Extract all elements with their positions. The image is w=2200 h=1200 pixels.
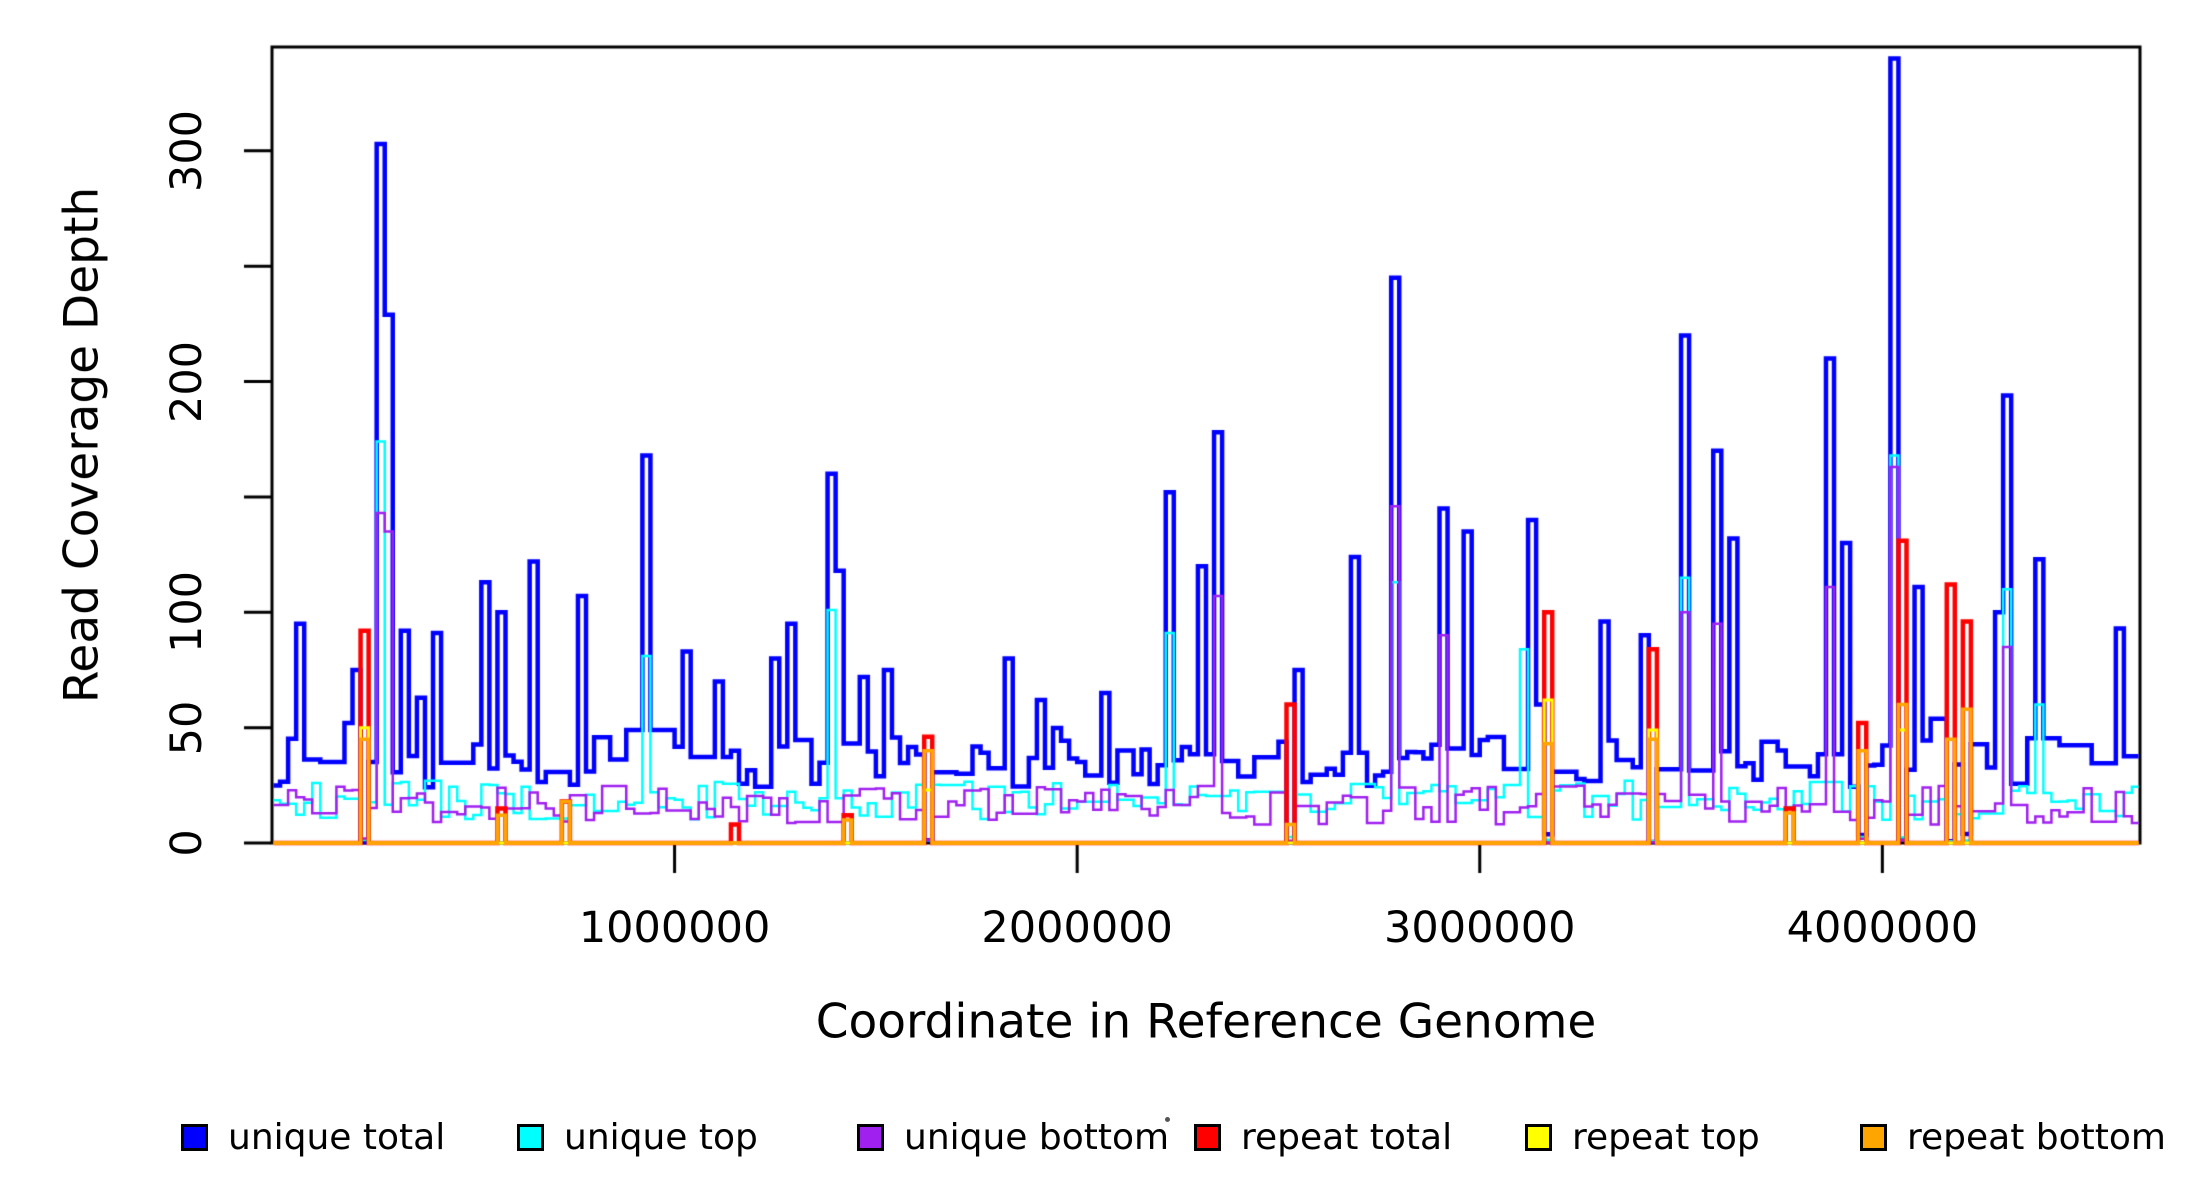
y-tick-label-0: 0 xyxy=(162,829,212,857)
legend-swatch-repeat-total xyxy=(1194,1123,1221,1151)
legend-swatch-repeat-bottom xyxy=(1860,1123,1887,1151)
x-tick-label-1000000: 1000000 xyxy=(578,903,771,953)
legend-swatch-repeat-top xyxy=(1525,1123,1552,1151)
legend-label: repeat top xyxy=(1572,1116,1760,1158)
y-tick-label-50: 50 xyxy=(162,700,212,755)
x-tick-label-2000000: 2000000 xyxy=(981,903,1173,953)
y-tick-label-100: 100 xyxy=(162,571,212,654)
legend-item-repeat-top: repeat top xyxy=(1525,1116,1760,1158)
x-axis-title: Coordinate in Reference Genome xyxy=(815,994,1597,1050)
legend-item-unique-top: unique top xyxy=(517,1116,758,1158)
legend-label: unique top xyxy=(564,1116,758,1158)
y-tick-label-200: 200 xyxy=(162,340,212,423)
legend-swatch-unique-total xyxy=(181,1123,208,1151)
legend-label: unique bottom xyxy=(904,1116,1170,1158)
x-tick-label-4000000: 4000000 xyxy=(1786,903,1979,953)
legend-label: unique total xyxy=(228,1116,446,1158)
legend-item-repeat-total: repeat total xyxy=(1194,1116,1453,1158)
legend-item-unique-bottom: unique bottom xyxy=(857,1116,1170,1158)
legend-swatch-unique-top xyxy=(517,1123,544,1151)
legend-item-unique-total: unique total xyxy=(181,1116,446,1158)
stray-dot-mark xyxy=(1165,1117,1170,1122)
x-tick-label-3000000: 3000000 xyxy=(1383,903,1576,953)
y-tick-label-300: 300 xyxy=(162,109,212,192)
legend-item-repeat-bottom: repeat bottom xyxy=(1860,1116,2166,1158)
y-axis-title: Read Coverage Depth xyxy=(54,186,110,704)
legend-swatch-unique-bottom xyxy=(857,1123,884,1151)
legend-label: repeat total xyxy=(1241,1116,1453,1158)
legend-label: repeat bottom xyxy=(1907,1116,2166,1158)
